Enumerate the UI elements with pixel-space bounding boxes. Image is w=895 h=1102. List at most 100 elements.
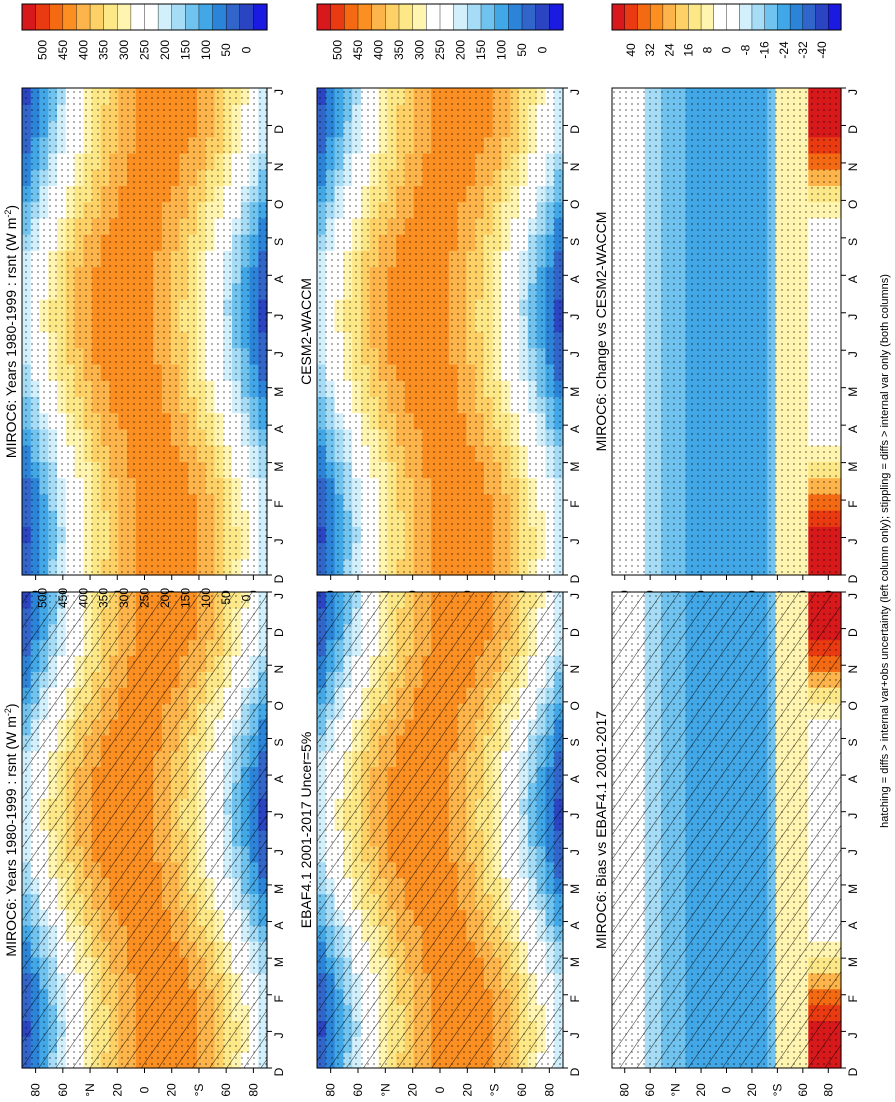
month-tick-label: D — [272, 1067, 286, 1076]
month-tick-label: A — [846, 425, 860, 433]
month-tick-label: J — [568, 849, 582, 855]
month-tick-label: O — [568, 200, 582, 209]
month-tick-label: M — [272, 462, 286, 472]
month-tick-label: O — [568, 701, 582, 710]
month-tick-label: J — [568, 539, 582, 545]
month-tick-label: M — [272, 957, 286, 967]
month-tick-label: D — [846, 125, 860, 134]
stippling — [317, 88, 563, 575]
month-tick-label: D — [568, 574, 582, 583]
panel-title: MIROC6: Change vs CESM2-WACCM — [593, 212, 609, 452]
lat-tick-label: 80 — [246, 1083, 260, 1097]
month-tick-label: J — [846, 314, 860, 320]
lat-tick-label: 0 — [138, 1086, 152, 1093]
panel-title: CESM2-WACCM — [298, 278, 314, 385]
month-tick-label: J — [272, 849, 286, 855]
month-tick-label: J — [568, 314, 582, 320]
month-tick-label: M — [568, 387, 582, 397]
panels: D J F M A M J J A S O N D J 80 60 °N 20 0 20 °S 60 80 MIROC6: Y… — [3, 87, 860, 1097]
month-tick-label: F — [568, 995, 582, 1002]
month-tick-label: D — [846, 574, 860, 583]
lat-tick-label: °S — [192, 1084, 206, 1097]
panel-3: DJFMAMJJASONDJ8060°N20020°S6080CESM2-WAC… — [298, 87, 582, 604]
month-tick-label: A — [272, 775, 286, 783]
month-tick-label: N — [846, 163, 860, 172]
panel-title: EBAF4.1 2001-2017 Uncer=5% — [298, 732, 314, 929]
stippling — [22, 88, 267, 575]
lat-tick-label: 20 — [110, 1083, 124, 1097]
lat-tick-label: 60 — [515, 1083, 529, 1097]
month-tick-label: F — [846, 500, 860, 507]
month-tick-label: D — [568, 1067, 582, 1076]
month-tick-label: M — [272, 884, 286, 894]
month-tick-label: S — [568, 738, 582, 746]
month-tick-label: A — [272, 425, 286, 433]
month-tick-label: F — [272, 995, 286, 1002]
month-tick-label: J — [272, 539, 286, 545]
month-tick-label: A — [568, 922, 582, 930]
panel-title: MIROC6: Years 1980-1999 : rsnt (W m-2) — [3, 205, 19, 458]
month-tick-label: J — [568, 89, 582, 95]
panel-title: MIROC6: Years 1980-1999 : rsnt (W m-2) — [3, 703, 19, 956]
month-tick-label: M — [568, 462, 582, 472]
month-tick-label: O — [272, 200, 286, 209]
month-tick-label: A — [846, 275, 860, 283]
month-tick-label: J — [272, 813, 286, 819]
month-tick-label: J — [846, 351, 860, 357]
month-tick-label: N — [568, 665, 582, 674]
hatching — [317, 592, 563, 1068]
month-tick-label: M — [272, 387, 286, 397]
month-tick-label: S — [272, 238, 286, 246]
month-tick-label: J — [846, 89, 860, 95]
month-tick-label: F — [568, 500, 582, 507]
month-tick-label: S — [846, 238, 860, 246]
month-tick-label: D — [272, 574, 286, 583]
month-tick-label: D — [568, 628, 582, 637]
month-tick-label: J — [272, 1032, 286, 1038]
month-tick-label: J — [568, 593, 582, 599]
month-tick-label: J — [272, 351, 286, 357]
month-tick-label: A — [272, 922, 286, 930]
lat-tick-label: 20 — [460, 1083, 474, 1097]
lat-tick-label: °N — [378, 1083, 392, 1096]
month-tick-label: J — [568, 351, 582, 357]
month-tick-label: D — [272, 628, 286, 637]
month-tick-label: M — [846, 462, 860, 472]
month-tick-label: N — [272, 163, 286, 172]
lat-tick-label: 20 — [165, 1083, 179, 1097]
month-tick-label: D — [272, 125, 286, 134]
lat-tick-label: °N — [83, 1083, 97, 1096]
month-tick-label: M — [568, 884, 582, 894]
month-tick-label: S — [568, 238, 582, 246]
lat-tick-label: 60 — [219, 1083, 233, 1097]
month-tick-label: A — [272, 275, 286, 283]
month-tick-label: J — [272, 314, 286, 320]
month-tick-label: D — [568, 125, 582, 134]
hatching — [22, 592, 267, 1068]
lat-tick-label: 80 — [324, 1083, 338, 1097]
month-tick-label: M — [846, 387, 860, 397]
month-tick-label: J — [568, 1032, 582, 1038]
month-tick-label: F — [272, 500, 286, 507]
lat-tick-label: 20 — [406, 1083, 420, 1097]
month-tick-label: A — [568, 275, 582, 283]
month-tick-label: M — [568, 957, 582, 967]
month-tick-label: J — [568, 813, 582, 819]
month-tick-label: N — [568, 163, 582, 172]
month-tick-label: J — [272, 593, 286, 599]
lat-tick-label: 60 — [56, 1083, 70, 1097]
lat-tick-label: 80 — [542, 1083, 556, 1097]
month-tick-label: A — [568, 775, 582, 783]
month-tick-label: J — [272, 89, 286, 95]
footnote: hatching = diffs > internal var+obs unce… — [879, 274, 891, 828]
lat-tick-label: 60 — [351, 1083, 365, 1097]
month-tick-label: A — [568, 425, 582, 433]
lat-tick-label: 80 — [29, 1083, 43, 1097]
stippling — [612, 88, 841, 575]
